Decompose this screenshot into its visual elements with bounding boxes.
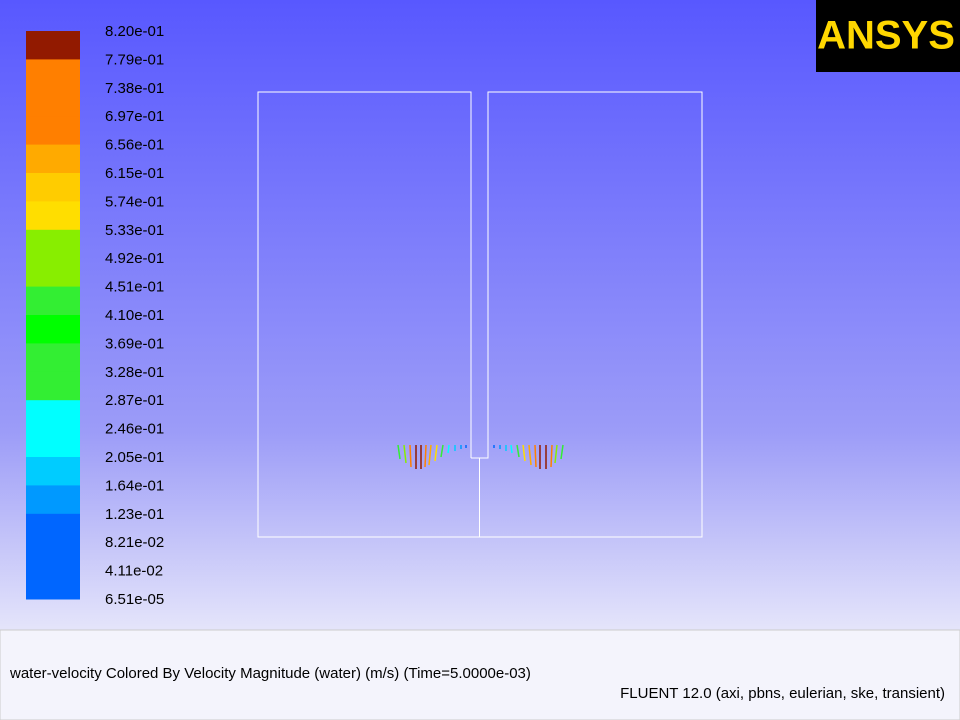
colorbar-band: [26, 229, 80, 259]
velocity-vector: [510, 444, 513, 454]
colorbar-band: [26, 31, 80, 60]
colorbar-band: [26, 59, 80, 89]
colorbar-label: 3.28e-01: [105, 364, 164, 381]
colorbar-band: [26, 400, 80, 430]
colorbar-band: [26, 542, 80, 572]
colorbar-label: 5.74e-01: [105, 193, 164, 210]
velocity-vector: [428, 444, 432, 466]
colorbar-band: [26, 371, 80, 401]
velocity-vector: [516, 444, 520, 458]
colorbar-label: 2.87e-01: [105, 392, 164, 409]
velocity-vector: [440, 444, 444, 458]
footer-caption: water-velocity Colored By Velocity Magni…: [9, 665, 531, 682]
colorbar-band: [26, 201, 80, 231]
velocity-vector: [447, 444, 450, 454]
colorbar-label: 6.97e-01: [105, 108, 164, 125]
velocity-vector: [409, 444, 412, 468]
geometry: [257, 91, 703, 538]
colorbar-band: [26, 116, 80, 146]
colorbar-label: 8.21e-02: [105, 534, 164, 551]
colorbar-label: 1.64e-01: [105, 477, 164, 494]
colorbar-band: [26, 485, 80, 515]
colorbar-band: [26, 343, 80, 373]
colorbar-label: 1.23e-01: [105, 506, 164, 523]
velocity-vector: [403, 444, 407, 464]
colorbar-label: 3.69e-01: [105, 335, 164, 352]
colorbar-label: 2.05e-01: [105, 449, 164, 466]
colorbar-band: [26, 286, 80, 316]
colorbar-label: 2.46e-01: [105, 421, 164, 438]
colorbar-band: [26, 570, 80, 600]
domain-outline: [257, 91, 703, 538]
colorbar-label: 7.38e-01: [105, 80, 164, 97]
logo: ANSYS: [817, 14, 955, 58]
colorbar-label: 7.79e-01: [105, 51, 164, 68]
footer-panel: [0, 629, 960, 720]
velocity-vector: [397, 444, 401, 460]
velocity-vector: [534, 444, 537, 468]
colorbar-label: 4.10e-01: [105, 307, 164, 324]
colorbar-band: [26, 457, 80, 486]
footer-solver: FLUENT 12.0 (axi, pbns, eulerian, ske, t…: [620, 685, 945, 702]
colorbar-label: 6.15e-01: [105, 165, 164, 182]
velocity-vector: [424, 444, 427, 468]
colorbar-label: 6.56e-01: [105, 137, 164, 154]
colorbar-band: [26, 315, 80, 344]
colorbar-band: [26, 258, 80, 288]
colorbar-band: [26, 173, 80, 202]
colorbar-label: 4.11e-02: [105, 563, 163, 580]
colorbar-band: [26, 144, 80, 174]
velocity-vector: [550, 444, 553, 468]
velocity-vector: [522, 444, 526, 462]
colorbar-label: 6.51e-05: [105, 591, 164, 608]
velocity-vector: [560, 444, 564, 460]
colorbar-label: 8.20e-01: [105, 23, 164, 40]
colorbar-band: [26, 428, 80, 458]
colorbar-band: [26, 87, 80, 117]
colorbar-band: [26, 513, 80, 543]
colorbar-label: 4.92e-01: [105, 250, 164, 267]
colorbar-label: 4.51e-01: [105, 279, 164, 296]
velocity-vector: [528, 444, 532, 466]
colorbar-label: 5.33e-01: [105, 222, 164, 239]
velocity-vector: [554, 444, 558, 464]
logo-box: [816, 0, 960, 72]
velocity-vector: [434, 444, 438, 462]
